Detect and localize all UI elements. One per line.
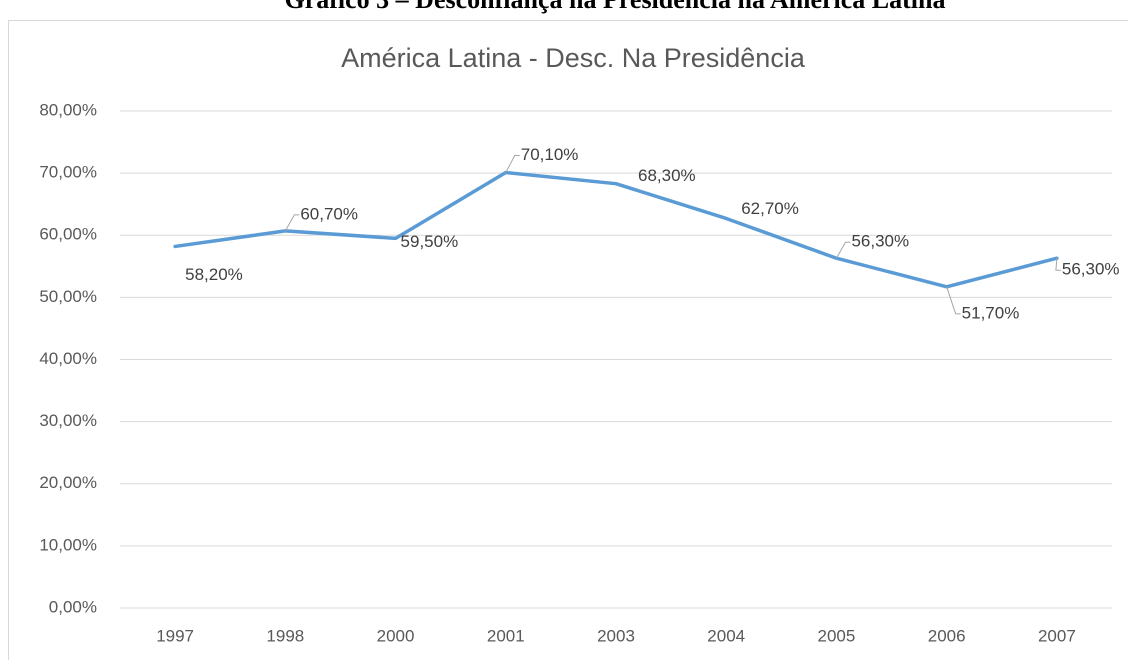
x-tick-label: 1998: [266, 626, 304, 645]
figure-heading: Gráfico 3 – Desconfiança na Presidência …: [284, 0, 945, 14]
leader-line: [284, 214, 300, 232]
x-tick-label: 2004: [707, 626, 745, 645]
y-tick-label: 30,00%: [39, 411, 97, 430]
data-label: 62,70%: [741, 199, 799, 218]
x-tick-label: 2003: [597, 626, 635, 645]
leader-line: [946, 286, 961, 315]
data-label: 56,30%: [851, 232, 909, 251]
x-tick-label: 2001: [487, 626, 525, 645]
data-line: [173, 170, 1059, 289]
x-tick-label: 2007: [1038, 626, 1076, 645]
x-tick-label: 2005: [818, 626, 856, 645]
leader-line: [836, 241, 851, 259]
y-tick-label: 70,00%: [39, 163, 97, 182]
x-tick-label: 1997: [156, 626, 194, 645]
y-tick-label: 10,00%: [39, 535, 97, 554]
chart-border: [8, 20, 1128, 660]
leader-line: [505, 155, 520, 173]
y-tick-label: 20,00%: [39, 473, 97, 492]
x-tick-label: 2006: [928, 626, 966, 645]
chart-title: América Latina - Desc. Na Presidência: [341, 43, 806, 73]
data-label: 70,10%: [521, 145, 579, 164]
y-tick-label: 50,00%: [39, 287, 97, 306]
leader-line: [1055, 258, 1061, 271]
y-tick-label: 80,00%: [39, 100, 97, 119]
data-label: 60,70%: [300, 204, 358, 223]
data-label: 56,30%: [1062, 260, 1120, 279]
data-label: 58,20%: [185, 265, 243, 284]
y-tick-label: 60,00%: [39, 225, 97, 244]
data-label: 68,30%: [638, 166, 696, 185]
x-tick-label: 2000: [377, 626, 415, 645]
y-tick-label: 40,00%: [39, 349, 97, 368]
data-label: 59,50%: [401, 232, 459, 251]
data-label: 51,70%: [962, 303, 1020, 322]
y-tick-label: 0,00%: [49, 597, 97, 616]
